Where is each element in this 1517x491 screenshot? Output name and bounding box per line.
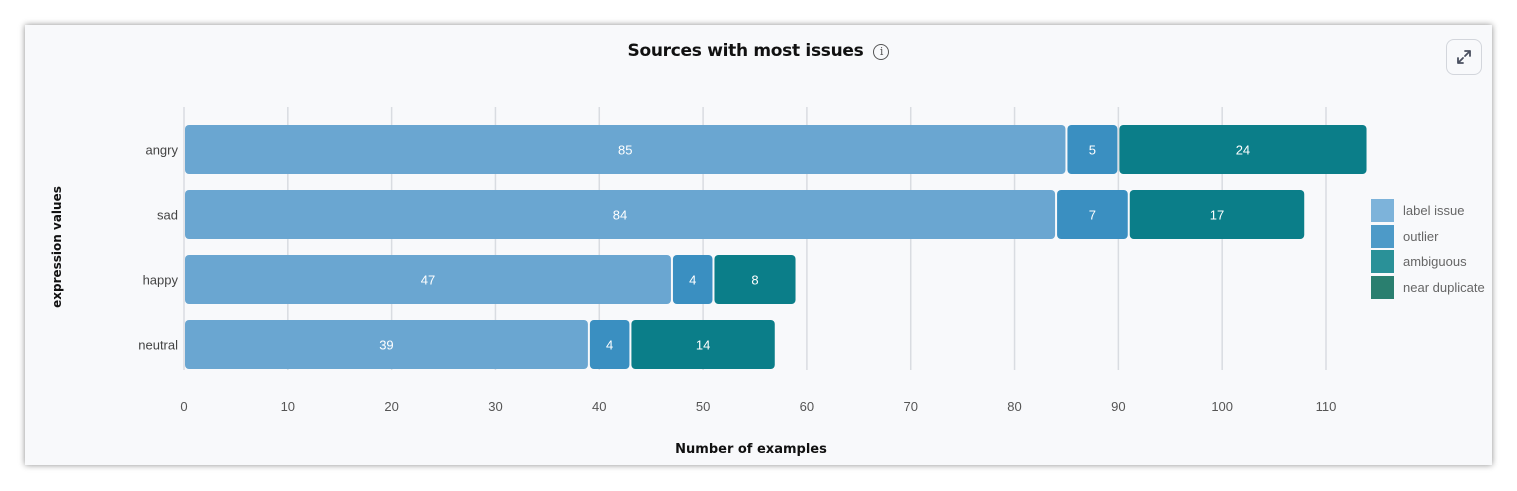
chart-card: Sources with most issues i 0 10 20 30 40 50 60 7… (25, 25, 1492, 465)
bar-segment-label-issue (185, 125, 1066, 174)
data-label: 4 (606, 338, 613, 353)
data-label: 47 (421, 273, 435, 288)
bar-segment-ambiguous (1119, 125, 1367, 174)
data-label: 14 (696, 338, 710, 353)
legend-item[interactable]: label issue (1371, 198, 1485, 224)
x-tick-label: 60 (800, 399, 814, 414)
expand-arrows-icon (1457, 50, 1471, 64)
legend-swatch (1371, 250, 1394, 274)
data-label: 85 (618, 143, 632, 158)
bar-segment-outlier (672, 255, 713, 304)
data-label: 7 (1089, 208, 1096, 223)
y-tick-label: neutral (138, 338, 178, 353)
legend-item[interactable]: outlier (1371, 224, 1485, 250)
legend-swatch (1371, 224, 1394, 248)
bar-segment-label-issue (185, 190, 1056, 239)
x-tick-label: 50 (696, 399, 710, 414)
data-label: 5 (1089, 143, 1096, 158)
bar-segment-ambiguous (631, 320, 775, 369)
x-tick-label: 110 (1316, 399, 1337, 414)
data-label: 4 (689, 273, 696, 288)
x-tick-label: 10 (281, 399, 295, 414)
data-label: 8 (751, 273, 758, 288)
x-tick-label: 30 (488, 399, 502, 414)
data-label: 17 (1210, 208, 1224, 223)
bar-segment-ambiguous (1129, 190, 1305, 239)
legend-item[interactable]: near duplicate (1371, 275, 1485, 301)
data-label: 39 (379, 338, 393, 353)
bar-segment-outlier (589, 320, 630, 369)
legend-label: near duplicate (1403, 279, 1485, 295)
y-tick-label: happy (143, 273, 179, 288)
legend-swatch (1371, 199, 1394, 223)
data-label: 24 (1236, 143, 1250, 158)
legend-label: outlier (1403, 228, 1439, 244)
x-tick-label: 20 (384, 399, 398, 414)
bar-segment-label-issue (185, 255, 671, 304)
expand-button[interactable] (1446, 39, 1482, 75)
y-tick-label: angry (145, 143, 178, 158)
x-axis-title: Number of examples (675, 442, 827, 457)
bar-segment-ambiguous (714, 255, 796, 304)
legend-label: label issue (1403, 203, 1465, 219)
chart-title-text: Sources with most issues (627, 41, 864, 61)
x-tick-label: 0 (180, 399, 187, 414)
x-tick-label: 40 (592, 399, 606, 414)
legend-swatch (1371, 275, 1394, 299)
chart-title: Sources with most issues i (25, 41, 1492, 61)
bar-segment-outlier (1057, 190, 1128, 239)
y-tick-label: sad (157, 208, 178, 223)
y-axis-title: expression values (50, 186, 64, 308)
x-tick-label: 100 (1211, 399, 1233, 414)
bar-segment-label-issue (185, 320, 588, 369)
legend-item[interactable]: ambiguous (1371, 249, 1485, 275)
x-tick-label: 80 (1007, 399, 1021, 414)
legend: label issue outlier ambiguous near duplicat… (1371, 198, 1485, 300)
data-label: 84 (613, 208, 627, 223)
bar-segment-outlier (1067, 125, 1118, 174)
legend-label: ambiguous (1403, 254, 1467, 270)
info-circle-icon[interactable]: i (873, 44, 890, 60)
x-tick-label: 70 (903, 399, 917, 414)
x-tick-label: 90 (1111, 399, 1125, 414)
